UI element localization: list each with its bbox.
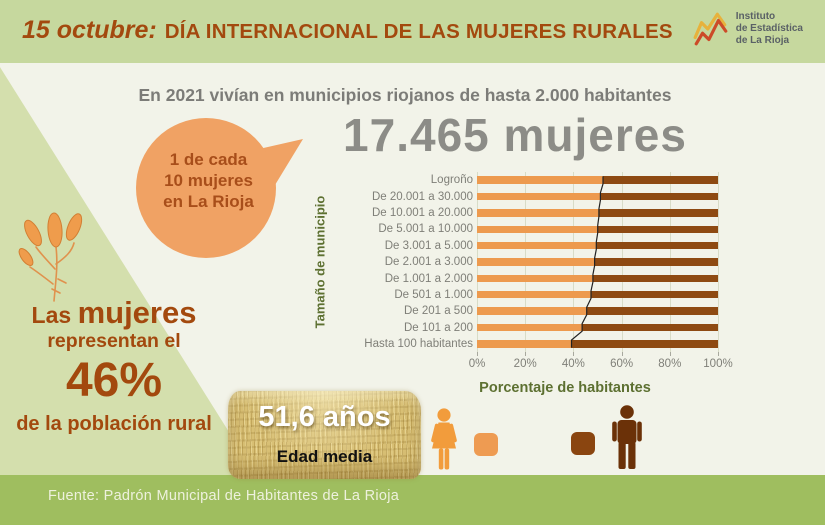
stacked-bar [477, 340, 718, 348]
bar-segment-women [477, 307, 587, 315]
stat-line3: de la población rural [16, 413, 212, 435]
wheat-icon [18, 212, 83, 302]
legend-women-swatch [474, 433, 498, 456]
bar-segment-men [592, 274, 718, 283]
x-tick-mark [669, 352, 671, 356]
bar-segment-women [477, 241, 597, 250]
stacked-bar [477, 323, 718, 332]
category-label: De 3.001 a 5.000 [384, 239, 473, 252]
footer: Fuente: Padrón Municipal de Habitantes d… [0, 475, 825, 525]
x-tick-label: 20% [513, 358, 537, 370]
x-tick-label: 80% [658, 358, 682, 370]
population-chart: Tamaño de municipio Logroño De 20.001 a 3… [313, 172, 760, 412]
logo-line2: de Estadística [735, 23, 803, 34]
y-axis-title: Tamaño de municipio [312, 195, 328, 329]
stat-las: Las [31, 302, 72, 328]
category-label: De 501 a 1.000 [394, 288, 473, 301]
category-label: De 1.001 a 2.000 [384, 272, 473, 285]
bar-segment-men [571, 340, 718, 348]
category-label: Hasta 100 habitantes [364, 338, 473, 350]
bar-segment-men [582, 323, 718, 332]
x-tick-label: 100% [703, 358, 733, 370]
stacked-bar [477, 209, 718, 217]
woman-icon [431, 408, 457, 470]
category-label: De 2.001 a 3.000 [384, 256, 473, 269]
bubble-line1: 1 de cada [169, 150, 248, 169]
header-date: 15 octubre: [22, 16, 157, 44]
stat-percent: 46% [65, 354, 163, 407]
category-label: De 20.001 a 30.000 [371, 190, 473, 203]
category-label: De 101 a 200 [403, 321, 473, 334]
bar-segment-women [477, 290, 591, 299]
stacked-bar [477, 241, 718, 250]
logo-line3: de La Rioja [735, 35, 790, 46]
x-tick-label: 0% [468, 358, 486, 370]
x-axis-title: Porcentaje de habitantes [479, 380, 651, 396]
bar-segment-women [477, 209, 599, 217]
speech-bubble [136, 118, 303, 258]
bubble-line2: 10 mujeres [164, 171, 253, 190]
bar-segment-women [477, 192, 601, 201]
bar-segment-women [477, 274, 593, 283]
bar-segment-women [477, 258, 595, 266]
hay-bale-image: 51,6 años Edad media [228, 391, 421, 479]
man-icon [612, 405, 642, 469]
category-label: Logroño [430, 174, 473, 187]
left-stat-block: Las mujeres representan el 46% de la pob… [0, 295, 228, 436]
x-tick-mark [718, 352, 719, 356]
subtitle: En 2021 vivían en municipios riojanos de… [138, 85, 672, 105]
main-content: En 2021 vivían en municipios riojanos de… [0, 63, 825, 479]
category-label: De 201 a 500 [403, 305, 473, 318]
split-line [570, 176, 604, 348]
headline-figure: 17.465 mujeres [343, 109, 687, 161]
bubble-text: 1 de cada 10 mujeres en La Rioja [136, 149, 281, 212]
x-tick-label: 60% [610, 358, 634, 370]
x-tick-label: 40% [561, 358, 585, 370]
bar-segment-women [477, 225, 598, 233]
average-age-value: 51,6 años [258, 401, 391, 433]
bar-segment-women [477, 340, 572, 348]
bar-segment-men [586, 307, 718, 315]
stat-mujeres: mujeres [77, 295, 197, 330]
logo-linechart-icon [693, 12, 728, 46]
bar-segment-men [600, 192, 718, 201]
header: 15 octubre: DÍA INTERNACIONAL DE LAS MUJE… [0, 0, 825, 63]
stacked-bar [477, 258, 718, 266]
bar-segment-men [598, 209, 718, 217]
category-label: De 5.001 a 10.000 [378, 223, 473, 236]
stacked-bar [477, 274, 718, 283]
x-tick-mark [573, 352, 575, 356]
stacked-bar [477, 192, 718, 201]
page-title: 15 octubre: DÍA INTERNACIONAL DE LAS MUJE… [22, 16, 673, 45]
source-text: Fuente: Padrón Municipal de Habitantes d… [48, 488, 400, 504]
header-title-text: DÍA INTERNACIONAL DE LAS MUJERES RURALES [164, 20, 673, 43]
stacked-bar [477, 307, 718, 315]
stacked-bar [477, 290, 718, 299]
bar-segment-men [590, 290, 718, 299]
average-age-label: Edad media [276, 447, 373, 466]
category-label: De 10.001 a 20.000 [371, 207, 473, 220]
stat-line2: representan el [47, 330, 181, 352]
bubble-line3: en La Rioja [163, 192, 254, 211]
bar-segment-women [477, 176, 604, 184]
bar-segment-men [596, 241, 718, 250]
legend-men-swatch [571, 432, 595, 455]
logo-line1: Instituto [735, 11, 776, 22]
logo: Instituto de Estadística de La Rioja [692, 11, 803, 47]
bar-segment-women [477, 323, 583, 332]
logo-text: Instituto de Estadística de La Rioja [736, 11, 803, 47]
x-tick-mark [477, 352, 478, 356]
bar-segment-men [603, 176, 718, 184]
x-tick-mark [621, 352, 623, 356]
stacked-bar [477, 176, 718, 184]
stacked-bar [477, 225, 718, 233]
x-tick-mark [525, 352, 527, 356]
stat-line1: Las mujeres [0, 295, 228, 330]
bar-segment-men [594, 258, 718, 266]
gridline [718, 172, 719, 352]
bar-segment-men [597, 225, 718, 233]
